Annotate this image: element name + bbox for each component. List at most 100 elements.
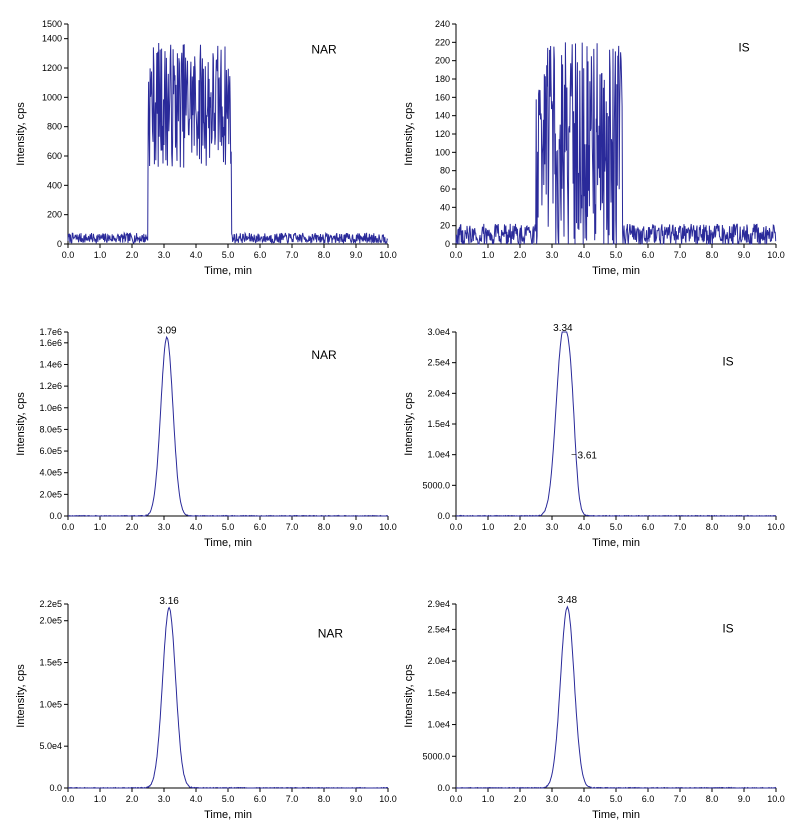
- xtick-label: 5.0: [610, 250, 623, 260]
- panel-r3c1: 0.01.02.03.04.05.06.07.08.09.010.00.05.0…: [10, 554, 398, 826]
- xtick-label: 0.0: [62, 250, 75, 260]
- ytick-label: 400: [47, 180, 62, 190]
- series-label: NAR: [311, 42, 337, 56]
- ytick-label: 0.0: [49, 783, 62, 793]
- xtick-label: 4.0: [190, 522, 203, 532]
- chart-r3c1: 0.01.02.03.04.05.06.07.08.09.010.00.05.0…: [10, 554, 398, 826]
- xtick-label: 10.0: [767, 522, 785, 532]
- y-axis-label: Intensity, cps: [403, 102, 415, 166]
- y-axis-label: Intensity, cps: [15, 102, 27, 166]
- xtick-label: 8.0: [318, 250, 331, 260]
- xtick-label: 8.0: [706, 522, 719, 532]
- ytick-label: 0: [57, 239, 62, 249]
- chart-r1c1: 0.01.02.03.04.05.06.07.08.09.010.0020040…: [10, 10, 398, 282]
- ytick-label: 1.0e4: [427, 450, 450, 460]
- xtick-label: 3.0: [158, 794, 171, 804]
- ytick-label: 60: [440, 184, 450, 194]
- ytick-label: 3.0e4: [427, 327, 450, 337]
- xtick-label: 4.0: [578, 794, 591, 804]
- peak-label: 3.16: [159, 596, 179, 607]
- ytick-label: 2.0e5: [39, 616, 62, 626]
- ytick-label: 0.0: [437, 511, 450, 521]
- xtick-label: 3.0: [546, 250, 559, 260]
- ytick-label: 1.6e6: [39, 338, 62, 348]
- chart-r2c1: 0.01.02.03.04.05.06.07.08.09.010.00.02.0…: [10, 282, 398, 554]
- chart-r1c2: 0.01.02.03.04.05.06.07.08.09.010.0020406…: [398, 10, 786, 282]
- series-label: NAR: [311, 348, 337, 362]
- ytick-label: 4.0e5: [39, 468, 62, 478]
- ytick-label: 160: [435, 92, 450, 102]
- ytick-label: 2.9e4: [427, 599, 450, 609]
- ytick-label: 1.4e6: [39, 359, 62, 369]
- ytick-label: 600: [47, 151, 62, 161]
- ytick-label: 40: [440, 202, 450, 212]
- xtick-label: 4.0: [190, 250, 203, 260]
- xtick-label: 8.0: [706, 250, 719, 260]
- panel-r2c2: 0.01.02.03.04.05.06.07.08.09.010.00.0500…: [398, 282, 786, 554]
- ytick-label: 0.0: [437, 783, 450, 793]
- xtick-label: 8.0: [318, 794, 331, 804]
- series-label: IS: [738, 41, 749, 55]
- y-axis-label: Intensity, cps: [403, 392, 415, 456]
- xtick-label: 2.0: [514, 522, 527, 532]
- xtick-label: 5.0: [610, 522, 623, 532]
- xtick-label: 1.0: [482, 794, 495, 804]
- ytick-label: 100: [435, 147, 450, 157]
- ytick-label: 20: [440, 221, 450, 231]
- ytick-label: 1.5e5: [39, 658, 62, 668]
- ytick-label: 5000.0: [422, 480, 450, 490]
- xtick-label: 8.0: [318, 522, 331, 532]
- ytick-label: 1.5e4: [427, 688, 450, 698]
- xtick-label: 7.0: [286, 794, 299, 804]
- ytick-label: 1.5e4: [427, 419, 450, 429]
- x-axis-label: Time, min: [204, 537, 252, 549]
- xtick-label: 10.0: [767, 250, 785, 260]
- xtick-label: 2.0: [126, 250, 139, 260]
- xtick-label: 5.0: [610, 794, 623, 804]
- y-axis-label: Intensity, cps: [15, 392, 27, 456]
- xtick-label: 10.0: [379, 522, 397, 532]
- xtick-label: 6.0: [254, 794, 267, 804]
- xtick-label: 3.0: [158, 522, 171, 532]
- xtick-label: 6.0: [642, 250, 655, 260]
- peak-label: 3.34: [553, 323, 573, 334]
- peak-label: 3.48: [558, 595, 578, 606]
- ytick-label: 220: [435, 37, 450, 47]
- ytick-label: 2.2e5: [39, 599, 62, 609]
- xtick-label: 0.0: [62, 794, 75, 804]
- ytick-label: 140: [435, 111, 450, 121]
- xtick-label: 0.0: [450, 794, 463, 804]
- xtick-label: 7.0: [286, 522, 299, 532]
- xtick-label: 6.0: [254, 250, 267, 260]
- xtick-label: 7.0: [674, 522, 687, 532]
- panel-r2c1: 0.01.02.03.04.05.06.07.08.09.010.00.02.0…: [10, 282, 398, 554]
- xtick-label: 10.0: [379, 250, 397, 260]
- xtick-label: 2.0: [514, 794, 527, 804]
- series-label: NAR: [318, 626, 344, 640]
- ytick-label: 2.0e4: [427, 388, 450, 398]
- xtick-label: 1.0: [94, 794, 107, 804]
- ytick-label: 180: [435, 74, 450, 84]
- chart-grid: 0.0 1.0 2.0 3.0 4.0 5.0 6.0 7.0 8.0 9.0 10.0 0 200 40…: [10, 10, 786, 826]
- ytick-label: 200: [435, 56, 450, 66]
- xtick-label: 1.0: [94, 522, 107, 532]
- xtick-label: 6.0: [642, 794, 655, 804]
- x-axis-label: Time, min: [592, 265, 640, 277]
- x-axis-label: Time, min: [204, 265, 252, 277]
- x-axis-label: Time, min: [592, 537, 640, 549]
- series-label: IS: [722, 355, 733, 369]
- ytick-label: 1200: [42, 63, 62, 73]
- panel-r1c1: 0.01.02.03.04.05.06.07.08.09.010.0020040…: [10, 10, 398, 282]
- peak-label: 3.09: [157, 325, 177, 336]
- ytick-label: 1400: [42, 34, 62, 44]
- ytick-label: 5.0e4: [39, 741, 62, 751]
- ytick-label: 8.0e5: [39, 424, 62, 434]
- xtick-label: 8.0: [706, 794, 719, 804]
- ytick-label: 1.0e5: [39, 699, 62, 709]
- xtick-label: 0.0: [62, 522, 75, 532]
- xtick-label: 5.0: [222, 250, 235, 260]
- xtick-label: 3.0: [158, 250, 171, 260]
- xtick-label: 10.0: [379, 794, 397, 804]
- xtick-label: 6.0: [254, 522, 267, 532]
- xtick-label: 9.0: [738, 522, 751, 532]
